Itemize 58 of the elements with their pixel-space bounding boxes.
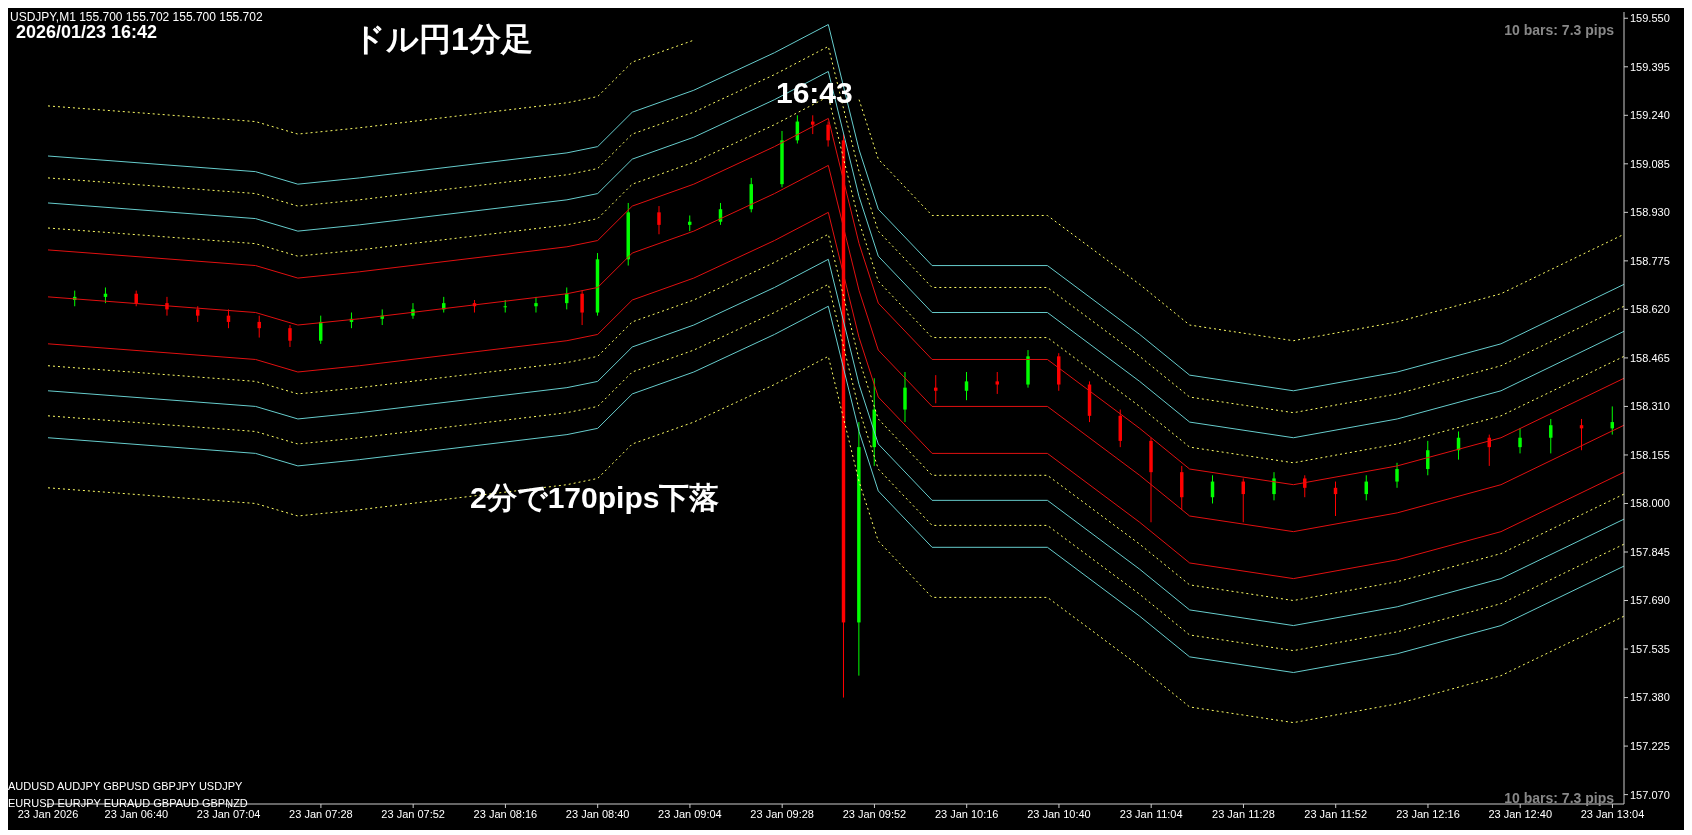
annotation: 2分で170pips下落 <box>470 480 720 516</box>
annotation: 10 bars: 7.3 pips <box>1504 790 1614 806</box>
candlestick <box>1395 462 1399 489</box>
candlestick <box>657 205 661 235</box>
annotation: AUDUSD AUDJPY GBPUSD GBPJPY USDJPY <box>8 780 243 792</box>
x-tick-label: 23 Jan 07:52 <box>381 807 445 820</box>
y-tick-label: 159.240 <box>1630 109 1670 122</box>
x-tick-label: 23 Jan 10:40 <box>1027 807 1091 820</box>
candlestick <box>826 121 830 148</box>
x-tick-label: 23 Jan 11:28 <box>1212 807 1275 820</box>
candlestick <box>1272 471 1276 501</box>
x-tick-label: 23 Jan 07:04 <box>196 807 261 820</box>
y-tick-label: 158.620 <box>1630 303 1670 316</box>
x-tick-label: 23 Jan 09:52 <box>842 807 907 820</box>
y-tick-label: 157.225 <box>1630 739 1670 752</box>
y-tick-label: 158.000 <box>1630 497 1670 510</box>
candlestick <box>580 290 584 326</box>
y-tick-label: 158.930 <box>1630 206 1670 219</box>
x-tick-label: 23 Jan 06:40 <box>104 807 169 820</box>
y-tick-label: 157.380 <box>1630 691 1670 704</box>
y-tick-label: 158.465 <box>1630 351 1670 364</box>
annotation: EURUSD EURJPY EURAUD GBPAUD GBPNZD <box>8 797 248 809</box>
candlestick <box>288 324 292 348</box>
annotation: 10 bars: 7.3 pips <box>1504 22 1614 38</box>
candlestick <box>1518 427 1522 454</box>
y-tick-label: 158.310 <box>1630 400 1670 413</box>
candlestick <box>1549 418 1553 454</box>
x-tick-label: 23 Jan 11:52 <box>1304 807 1368 820</box>
candlestick <box>534 296 538 314</box>
x-tick-label: 23 Jan 09:28 <box>750 807 814 820</box>
x-tick-label: 23 Jan 12:40 <box>1488 807 1553 820</box>
candlestick <box>903 371 907 423</box>
y-tick-label: 159.395 <box>1630 60 1670 73</box>
x-tick-label: 23 Jan 12:16 <box>1396 807 1460 820</box>
y-tick-label: 157.845 <box>1630 545 1670 558</box>
chart-title: ドル円1分足 <box>353 20 533 59</box>
line-series <box>48 164 1624 533</box>
y-tick-label: 157.070 <box>1630 788 1670 801</box>
x-tick-label: 23 Jan 10:16 <box>934 807 999 820</box>
x-tick-label: 23 Jan 2026 <box>17 807 79 820</box>
x-tick-label: 23 Jan 11:04 <box>1119 807 1183 820</box>
y-tick-label: 159.550 <box>1630 12 1670 25</box>
x-tick-label: 23 Jan 08:40 <box>565 807 630 820</box>
candlestick <box>257 315 261 339</box>
candlestick <box>964 371 969 401</box>
x-tick-label: 23 Jan 13:04 <box>1580 807 1645 820</box>
y-tick-label: 157.535 <box>1630 642 1670 655</box>
annotation: USDJPY,M1 155.700 155.702 155.700 155.702 <box>10 10 263 24</box>
x-tick-label: 23 Jan 07:28 <box>289 807 353 820</box>
y-tick-label: 158.155 <box>1630 448 1670 461</box>
y-tick-label: 157.690 <box>1630 594 1670 607</box>
x-tick-label: 23 Jan 08:16 <box>473 807 538 820</box>
candlestick <box>995 371 999 395</box>
y-tick-label: 158.775 <box>1630 254 1670 267</box>
line-series <box>48 355 1624 724</box>
x-tick-label: 23 Jan 09:04 <box>658 807 722 820</box>
annotation: 2026/01/23 16:42 <box>16 22 158 43</box>
y-tick-label: 159.085 <box>1630 157 1670 170</box>
